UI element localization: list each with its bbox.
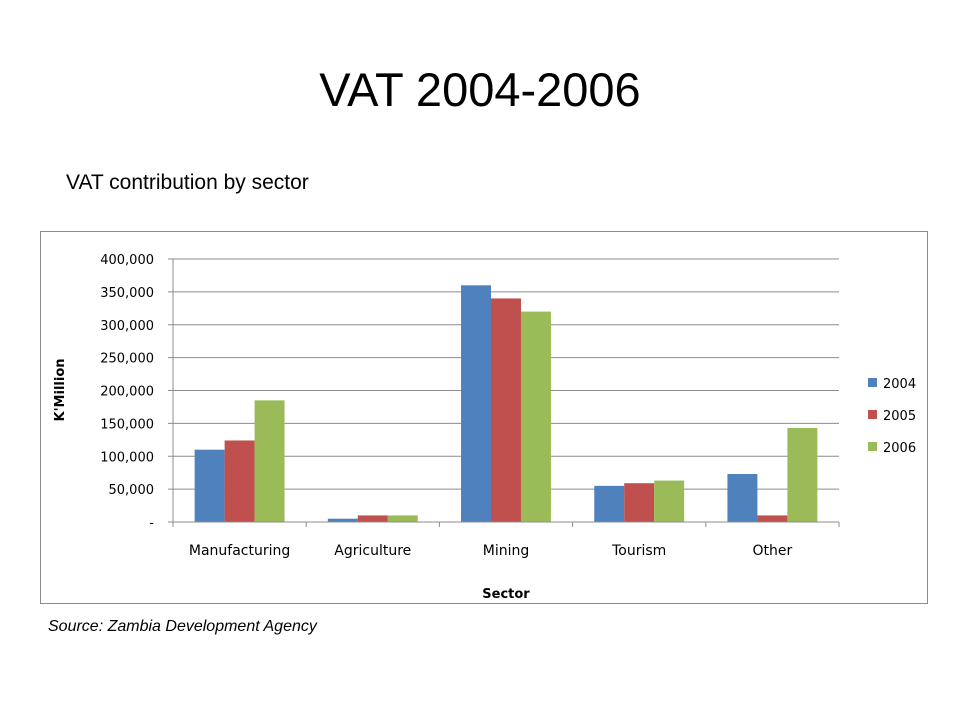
y-tick-label: - [149, 516, 154, 531]
bar-tourism-2006 [654, 480, 685, 522]
y-tick-label: 100,000 [100, 450, 154, 465]
axes [168, 258, 840, 527]
y-tick-label: 300,000 [100, 319, 154, 334]
bar-other-2005 [757, 515, 788, 522]
y-tick-label: 200,000 [100, 385, 154, 400]
bar-agriculture-2006 [387, 515, 418, 522]
x-tick-labels: Manufacturing Agriculture Mining Tourism Oth… [189, 543, 793, 559]
legend-label-2005: 2005 [883, 409, 916, 424]
x-tick-label: Manufacturing [189, 543, 290, 559]
x-axis-title: Sector [482, 587, 530, 602]
y-tick-label: 50,000 [109, 483, 155, 498]
bar-mining-2006 [520, 311, 551, 522]
y-tick-label: 350,000 [100, 286, 154, 301]
x-tick-label: Agriculture [334, 543, 411, 559]
slide-title: VAT 2004-2006 [319, 63, 641, 116]
x-tick-label: Mining [483, 543, 530, 559]
x-tick-label: Other [753, 543, 793, 559]
bar-agriculture-2004 [327, 518, 358, 522]
bar-other-2004 [727, 474, 758, 522]
bar-manufacturing-2006 [254, 400, 285, 522]
bar-tourism-2005 [624, 483, 655, 522]
bar-chart: - 50,000 100,000 150,000 200,000 250,000 300,0… [53, 253, 916, 602]
bar-mining-2005 [491, 298, 521, 522]
bar-mining-2004 [461, 285, 492, 522]
y-tick-label: 250,000 [100, 352, 154, 367]
bar-manufacturing-2004 [194, 449, 225, 522]
y-tick-label: 400,000 [100, 253, 154, 268]
y-tick-label: 150,000 [100, 417, 154, 432]
bar-tourism-2004 [594, 485, 625, 522]
legend: 2004 2005 2006 [868, 377, 916, 456]
y-tick-labels: - 50,000 100,000 150,000 200,000 250,000 300,0… [100, 253, 154, 531]
bar-other-2006 [787, 427, 818, 522]
bar-manufacturing-2005 [224, 440, 255, 522]
legend-label-2004: 2004 [883, 377, 916, 392]
source-note: Source: Zambia Development Agency [48, 618, 317, 635]
legend-label-2006: 2006 [883, 441, 916, 456]
legend-swatch-2005 [868, 410, 877, 419]
slide-subtitle: VAT contribution by sector [66, 171, 309, 194]
legend-swatch-2006 [868, 442, 877, 451]
legend-swatch-2004 [868, 378, 877, 387]
y-axis-title: K'Million [53, 358, 68, 421]
chart-frame: - 50,000 100,000 150,000 200,000 250,000 300,0… [40, 231, 928, 604]
bars [194, 285, 818, 522]
bar-agriculture-2005 [357, 515, 388, 522]
x-tick-label: Tourism [611, 543, 666, 559]
